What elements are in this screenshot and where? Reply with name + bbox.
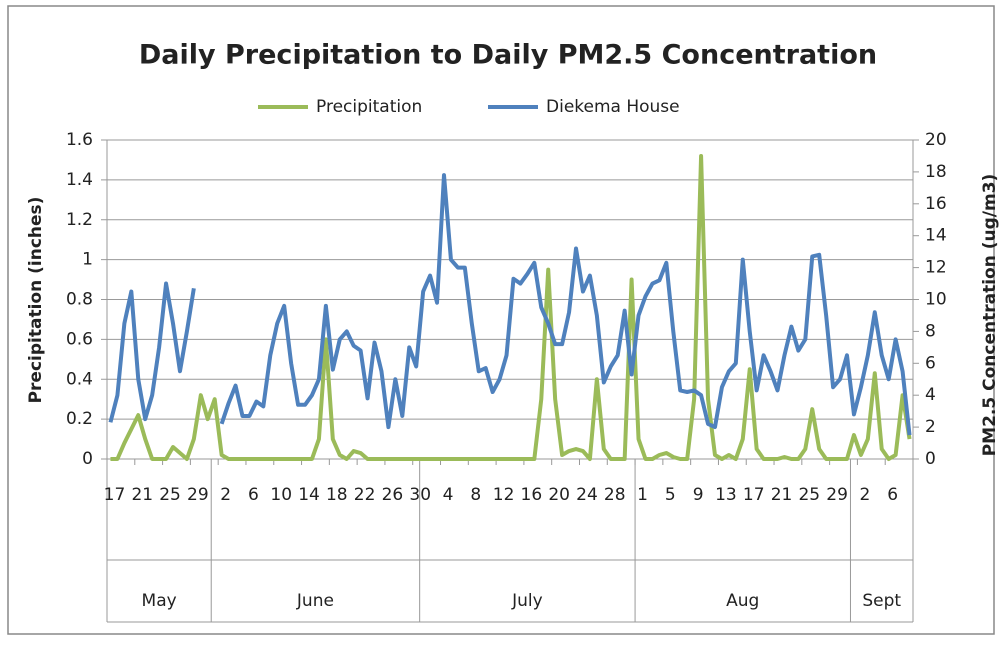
y2-tick-label: 10 [925,290,947,310]
y2-axis-label: PM2.5 Concentration (ug/m3) [980,174,1000,457]
series-line [108,173,912,436]
x-tick-label: 9 [693,485,704,505]
x-tick-label: 28 [604,485,626,505]
x-tick-label: 29 [187,485,209,505]
x-tick-label: 14 [298,485,320,505]
x-tick-label: 2 [859,485,870,505]
group-label: June [296,591,334,611]
y2-tick-label: 2 [925,417,936,437]
x-tick-label: 13 [715,485,737,505]
y2-tick-label: 18 [925,162,947,182]
legend-label: Diekema House [546,97,680,117]
x-tick-label: 4 [443,485,454,505]
x-tick-label: 17 [743,485,765,505]
x-tick-label: 29 [826,485,848,505]
x-tick-label: 25 [159,485,181,505]
x-tick-label: 30 [409,485,431,505]
x-tick-label: 25 [798,485,820,505]
x-tick-label: 17 [104,485,126,505]
group-label: Sept [862,591,901,611]
x-tick-label: 2 [220,485,231,505]
y-tick-label: 0 [82,449,93,469]
y-tick-label: 0.6 [66,329,93,349]
y2-tick-label: 14 [925,226,947,246]
group-label: Aug [726,591,759,611]
legend-label: Precipitation [316,97,422,117]
chart-title: Daily Precipitation to Daily PM2.5 Conce… [139,40,877,71]
y-tick-label: 0.8 [66,290,93,310]
x-tick-label: 20 [548,485,570,505]
y2-tick-label: 0 [925,449,936,469]
frame [7,5,995,635]
y-tick-label: 1.4 [66,170,93,190]
y2-tick-label: 8 [925,321,936,341]
x-tick-label: 22 [354,485,376,505]
x-tick-label: 21 [771,485,793,505]
x-tick-label: 24 [576,485,598,505]
x-tick-label: 6 [887,485,898,505]
y2-tick-label: 12 [925,258,947,278]
y-tick-label: 0.2 [66,409,93,429]
y2-tick-label: 16 [925,194,947,214]
y2-tick-label: 6 [925,353,936,373]
x-tick-label: 21 [131,485,153,505]
x-tick-label: 1 [637,485,648,505]
y-tick-label: 1 [82,250,93,270]
x-tick-label: 12 [493,485,515,505]
x-tick-label: 5 [665,485,676,505]
series-line [110,153,912,461]
y-tick-label: 0.4 [66,369,93,389]
y2-tick-label: 20 [925,130,947,150]
x-tick-label: 26 [382,485,404,505]
x-tick-label: 8 [470,485,481,505]
group-label: May [142,591,177,611]
y-tick-label: 1.6 [66,130,93,150]
x-tick-label: 10 [270,485,292,505]
y-axis-label: Precipitation (inches) [26,197,46,404]
x-tick-label: 18 [326,485,348,505]
x-tick-label: 16 [521,485,543,505]
group-label: July [511,591,543,611]
x-tick-label: 6 [248,485,259,505]
y2-tick-label: 4 [925,385,936,405]
y-tick-label: 1.2 [66,210,93,230]
